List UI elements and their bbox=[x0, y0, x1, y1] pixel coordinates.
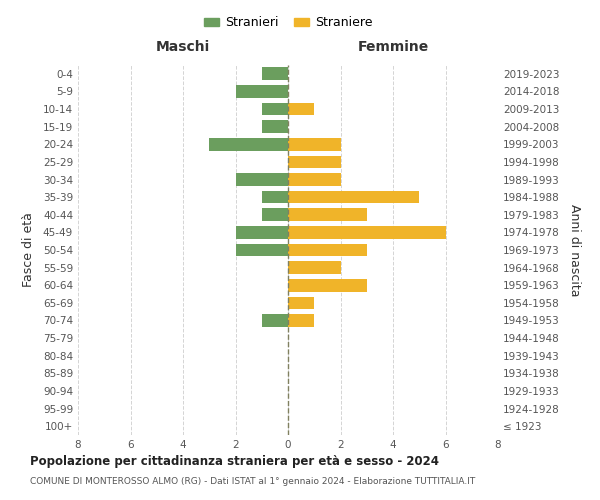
Y-axis label: Fasce di età: Fasce di età bbox=[22, 212, 35, 288]
Bar bbox=[288, 138, 341, 150]
Bar bbox=[235, 85, 288, 98]
Bar bbox=[235, 244, 288, 256]
Bar bbox=[262, 208, 288, 221]
Bar bbox=[288, 226, 445, 238]
Bar bbox=[262, 68, 288, 80]
Bar bbox=[288, 191, 419, 203]
Bar bbox=[288, 279, 367, 291]
Bar bbox=[262, 191, 288, 203]
Bar bbox=[262, 102, 288, 116]
Bar bbox=[235, 173, 288, 186]
Text: Maschi: Maschi bbox=[156, 40, 210, 54]
Text: COMUNE DI MONTEROSSO ALMO (RG) - Dati ISTAT al 1° gennaio 2024 - Elaborazione TU: COMUNE DI MONTEROSSO ALMO (RG) - Dati IS… bbox=[30, 478, 475, 486]
Bar bbox=[288, 156, 341, 168]
Bar bbox=[288, 262, 341, 274]
Legend: Stranieri, Straniere: Stranieri, Straniere bbox=[199, 11, 377, 34]
Bar bbox=[288, 244, 367, 256]
Bar bbox=[288, 314, 314, 327]
Bar bbox=[235, 226, 288, 238]
Bar bbox=[288, 296, 314, 309]
Text: Popolazione per cittadinanza straniera per età e sesso - 2024: Popolazione per cittadinanza straniera p… bbox=[30, 455, 439, 468]
Text: Femmine: Femmine bbox=[358, 40, 428, 54]
Y-axis label: Anni di nascita: Anni di nascita bbox=[568, 204, 581, 296]
Bar bbox=[262, 120, 288, 133]
Bar bbox=[288, 173, 341, 186]
Bar bbox=[288, 102, 314, 116]
Bar bbox=[288, 208, 367, 221]
Bar bbox=[209, 138, 288, 150]
Bar bbox=[262, 314, 288, 327]
